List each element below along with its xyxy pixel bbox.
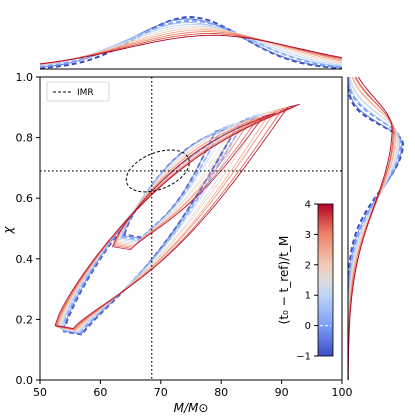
y-axis-ticks: 0.0 0.2 0.4 0.6 0.8 1.0	[16, 71, 40, 387]
contour-inner-series	[117, 122, 246, 245]
right-marginal-curve	[348, 77, 395, 380]
right-marginal-curve	[348, 77, 398, 380]
contour-group	[54, 103, 300, 336]
x-axis-label: M/M⊙	[174, 401, 209, 415]
axes-frame	[39, 76, 343, 381]
x-tick-label: 90	[275, 386, 289, 399]
top-marginal-curve	[40, 34, 342, 65]
legend: IMR	[46, 81, 110, 102]
colorbar-gradient	[317, 203, 334, 357]
contour-inner-series	[119, 122, 240, 243]
legend-imr-label: IMR	[77, 88, 94, 98]
colorbar-label: (t₀ − t_ref)/t_M	[277, 236, 291, 325]
y-tick-label: 1.0	[16, 71, 34, 84]
right-marginal-curve	[348, 77, 405, 380]
x-tick-label: 50	[33, 386, 47, 399]
colorbar-ticks: −1 0 1 2 3 4	[296, 200, 318, 363]
right-marginal-curve	[348, 77, 394, 380]
top-marginal-curve	[40, 19, 342, 68]
colorbar: −1 0 1 2 3 4 (t₀ − t_ref)/t_M	[277, 200, 334, 363]
contour-inner-series	[116, 119, 252, 246]
contour-outer-series	[59, 112, 264, 333]
right-marginal-curve	[348, 77, 403, 380]
contour-inner-series	[114, 116, 264, 248]
contour-outer-series	[54, 103, 300, 329]
imr-contour-group	[125, 149, 190, 193]
x-axis-ticks: 50 60 70 80 90 100	[33, 380, 353, 399]
y-tick-label: 0.4	[16, 253, 34, 266]
x-tick-label: 70	[154, 386, 168, 399]
top-marginal-density	[40, 15, 342, 69]
y-tick-label: 0.6	[16, 192, 34, 205]
contour-outer-series	[56, 106, 288, 331]
contour-inner-series	[111, 113, 276, 251]
imr-contour	[125, 149, 190, 193]
top-marginal-curve	[40, 22, 342, 67]
contour-outer-series	[55, 106, 294, 330]
x-tick-label: 60	[93, 386, 107, 399]
colorbar-tick-label: 4	[305, 200, 311, 211]
colorbar-tick-label: 1	[305, 291, 311, 302]
y-tick-label: 0.2	[16, 313, 34, 326]
x-tick-label: 100	[332, 386, 353, 399]
colorbar-tick-label: 3	[305, 230, 311, 241]
colorbar-tick-label: −1	[296, 352, 311, 363]
right-marginal-density	[348, 77, 405, 380]
y-tick-label: 0.8	[16, 132, 34, 145]
x-tick-label: 80	[214, 386, 228, 399]
contour-inner-series	[120, 125, 234, 242]
y-axis-label: χ	[1, 226, 15, 235]
right-marginal-curve	[348, 77, 402, 380]
colorbar-tick-label: 0	[305, 321, 311, 332]
legend-box	[46, 81, 110, 102]
top-marginal-curve	[40, 15, 342, 69]
contour-inner-series	[115, 119, 258, 247]
colorbar-tick-label: 2	[305, 260, 311, 271]
right-marginal-curve	[348, 77, 393, 380]
y-tick-label: 0.0	[16, 374, 34, 387]
contour-inner-series	[122, 128, 228, 240]
